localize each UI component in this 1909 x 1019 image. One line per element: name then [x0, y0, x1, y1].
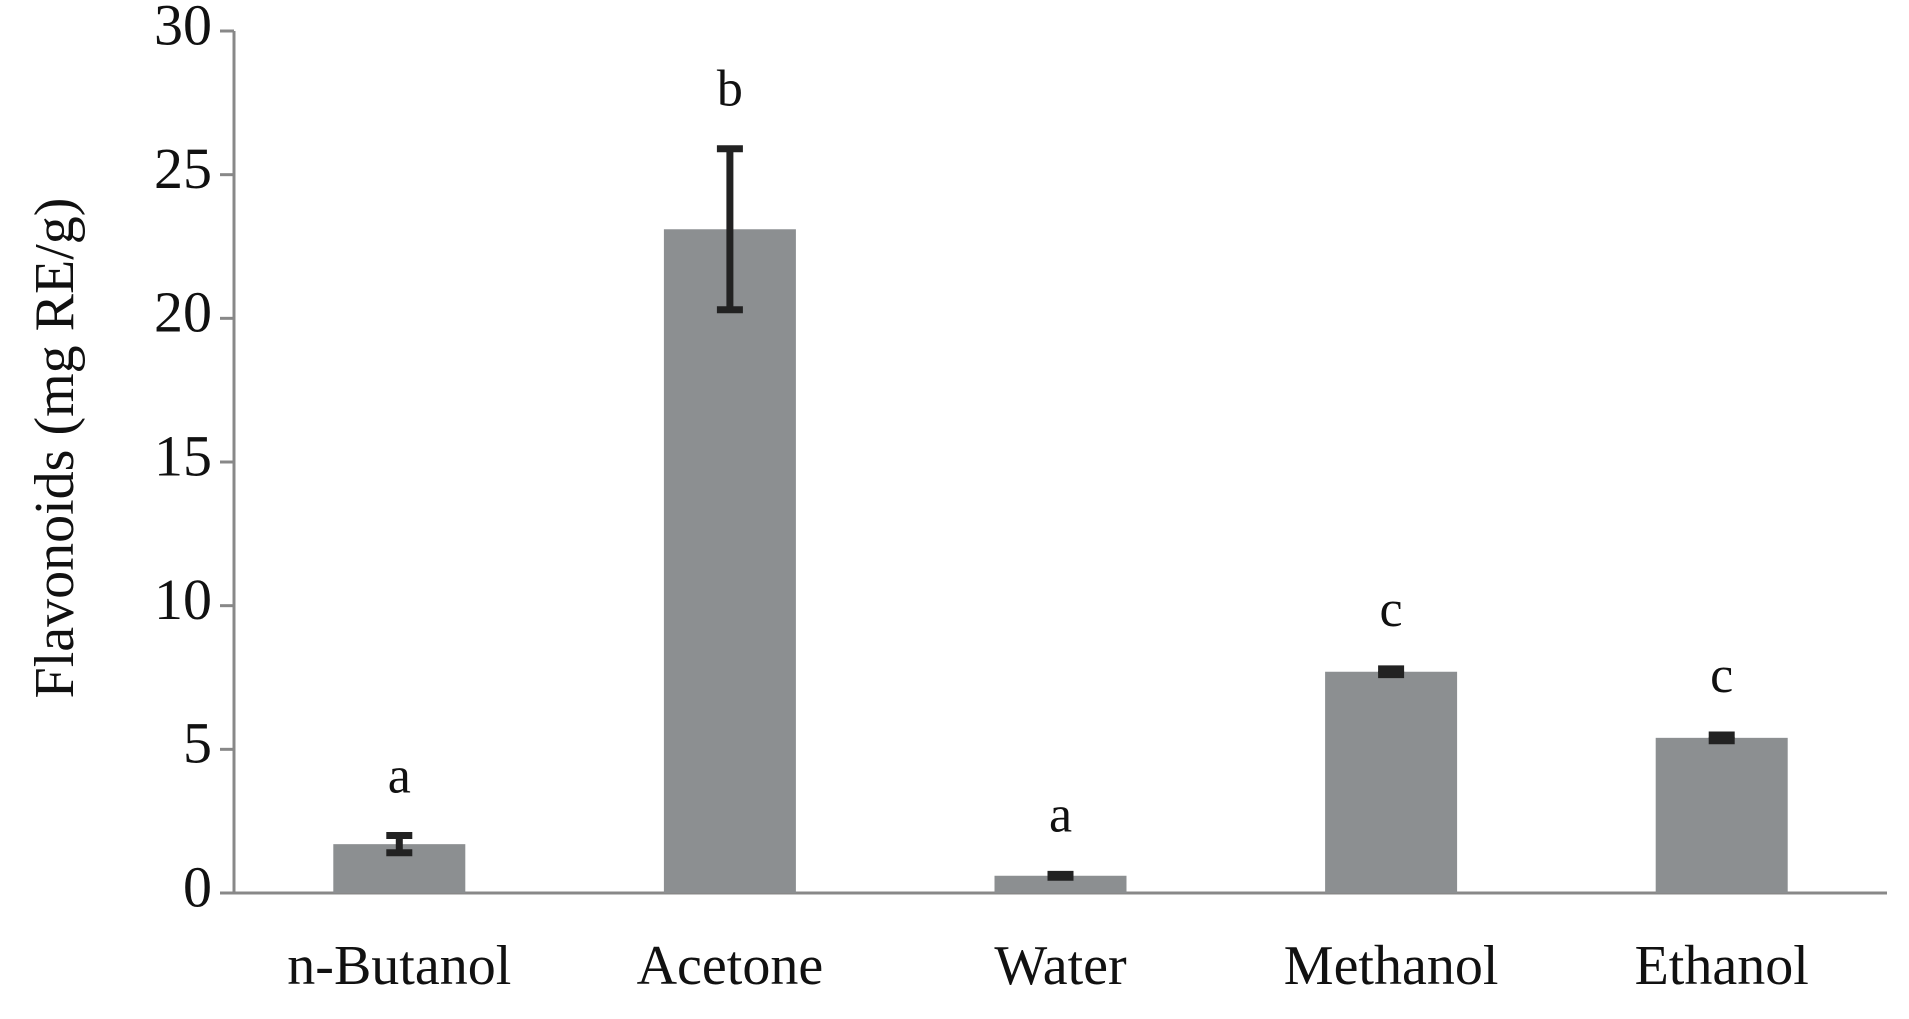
y-tick-label: 0	[183, 854, 212, 919]
x-tick-label: Ethanol	[1635, 935, 1809, 997]
annotation: c	[1710, 647, 1733, 704]
annotation: c	[1380, 581, 1403, 638]
x-tick-label: Water	[994, 935, 1127, 997]
x-tick-label: Acetone	[637, 935, 824, 997]
y-axis-label: Flavonoids (mg RE/g)	[24, 198, 86, 699]
bar	[1655, 737, 1788, 893]
y-tick-label: 15	[154, 423, 212, 488]
y-tick-label: 5	[183, 711, 212, 776]
error-bar	[386, 832, 413, 857]
error-bar	[1378, 665, 1405, 679]
annotation: a	[1049, 786, 1072, 843]
y-tick-label: 25	[154, 136, 212, 201]
error-bar	[1708, 731, 1735, 745]
bar	[994, 875, 1127, 893]
y-tick-label: 20	[154, 280, 212, 345]
bar	[663, 229, 796, 893]
error-bar	[716, 145, 743, 314]
error-bar	[1047, 870, 1074, 881]
annotation: a	[388, 747, 411, 804]
annotation: b	[717, 61, 743, 118]
x-tick-label: n-Butanol	[287, 935, 511, 997]
y-tick-label: 10	[154, 567, 212, 632]
bar	[1325, 671, 1458, 893]
y-tick-label: 30	[154, 0, 212, 57]
x-tick-label: Methanol	[1284, 935, 1499, 997]
